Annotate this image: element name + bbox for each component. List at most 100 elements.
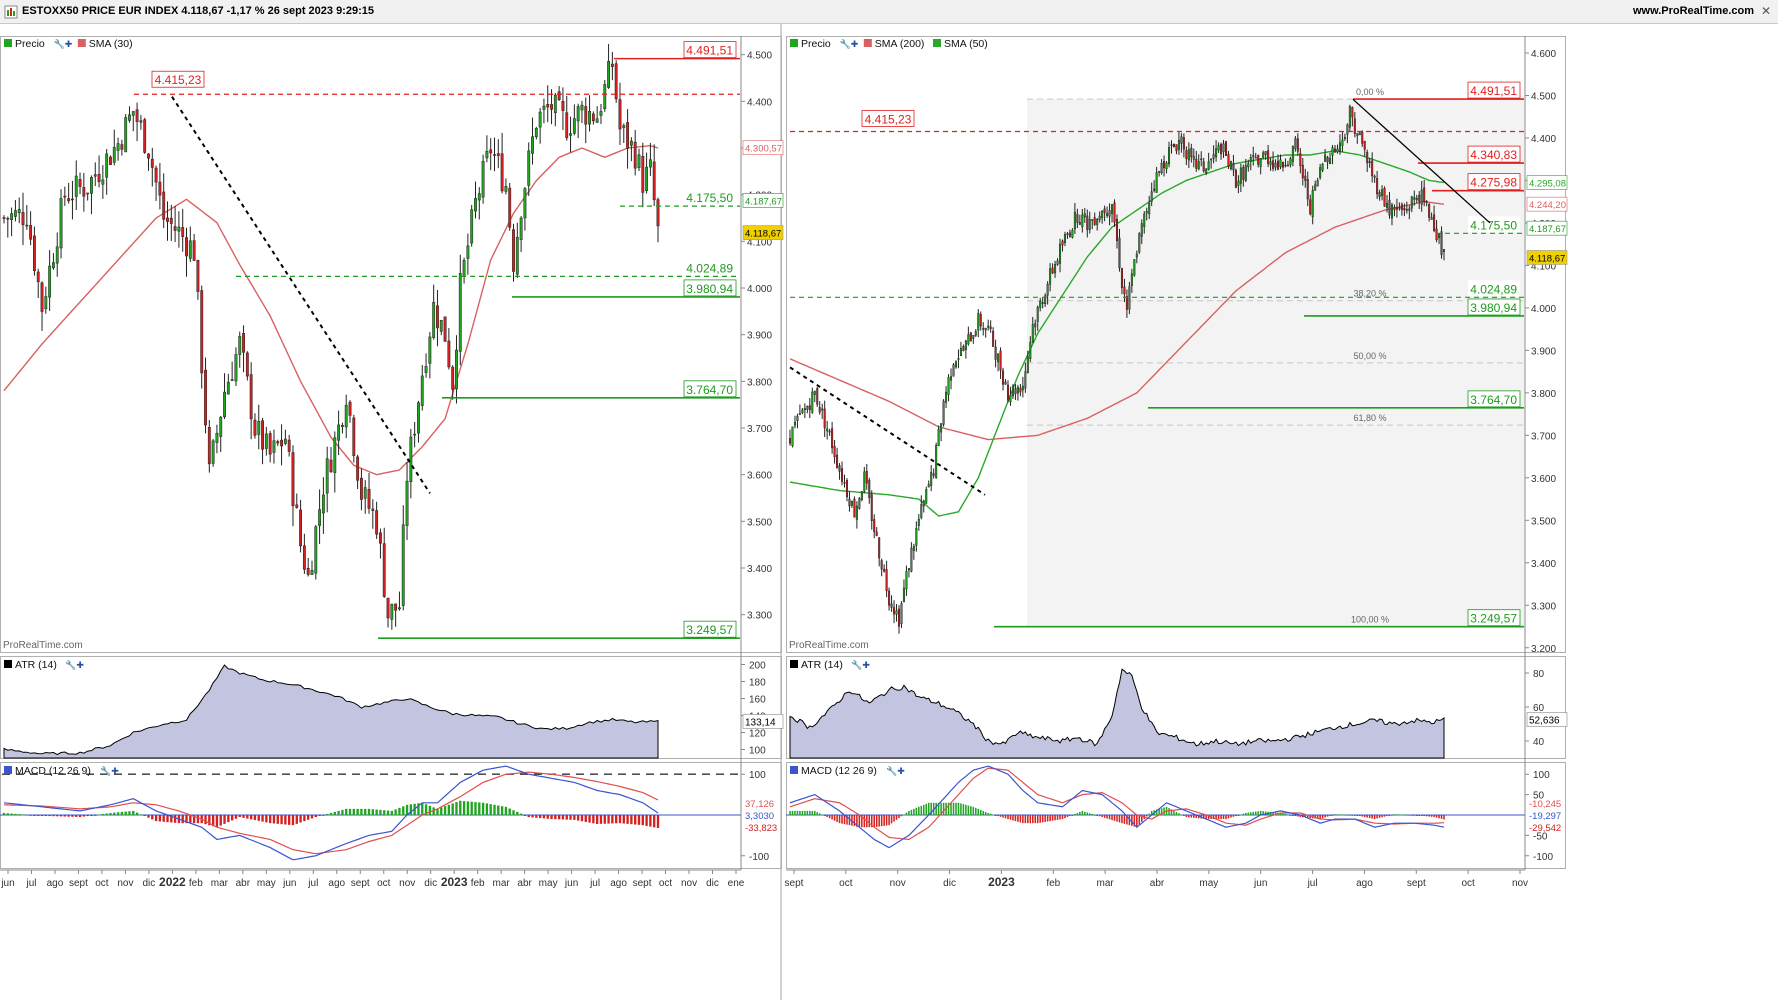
macd-histogram-bar (436, 808, 439, 815)
close-icon[interactable]: ✕ (1760, 4, 1772, 18)
candle (950, 376, 953, 381)
candle (1299, 153, 1302, 166)
candle (204, 369, 207, 426)
candle (1002, 370, 1005, 385)
sma200-line (789, 200, 1445, 441)
candle (375, 510, 379, 535)
candle (1160, 163, 1163, 174)
candle (1143, 213, 1146, 227)
macd-histogram-bar (276, 815, 279, 824)
candle (1217, 145, 1220, 151)
candle (1267, 150, 1270, 164)
macd-histogram-bar (888, 815, 890, 826)
macd-histogram-bar (1299, 815, 1302, 818)
candle (352, 417, 356, 456)
candle (131, 111, 135, 116)
time-tick-label: ago (328, 878, 345, 889)
macd-histogram-bar (1039, 815, 1041, 823)
candle (603, 84, 607, 110)
macd-histogram-bar (1232, 815, 1235, 817)
macd-histogram-bar (462, 801, 466, 815)
candle (1408, 208, 1411, 211)
candle (1083, 213, 1086, 218)
macd-histogram-bar (880, 815, 883, 827)
downtrend-line (1352, 98, 1491, 224)
candle (428, 336, 432, 364)
macd-histogram-bar (811, 810, 814, 815)
candle (17, 209, 21, 214)
watermark: ProRealTime.com (789, 640, 869, 651)
macd-histogram-bar (1425, 815, 1428, 817)
candle (843, 482, 846, 484)
macd-histogram-bar (826, 815, 828, 818)
candle (1135, 253, 1138, 258)
candle (1098, 215, 1101, 220)
candle (1222, 143, 1225, 153)
macd-histogram-bar (1359, 815, 1361, 817)
macd-histogram-bar (474, 802, 477, 815)
candle (238, 336, 242, 355)
candle (1133, 259, 1136, 276)
candle (855, 505, 858, 520)
candle (1430, 217, 1433, 220)
legend-sma200-swatch (863, 39, 872, 47)
macd-histogram-bar (1326, 815, 1329, 817)
candle (188, 240, 192, 259)
candle (801, 409, 804, 413)
candle (610, 63, 614, 67)
price-tick-label: 4.000 (1531, 304, 1556, 315)
macd-histogram-bar (584, 815, 587, 822)
level-label-box (861, 110, 915, 127)
macd-histogram-bar (405, 804, 409, 815)
candle (1187, 149, 1190, 161)
level-label: 4.415,23 (865, 112, 912, 126)
macd-histogram-bar (280, 815, 283, 825)
candle (912, 546, 915, 551)
candle (816, 388, 819, 405)
macd-histogram-bar (1071, 815, 1074, 816)
macd-histogram-bar (94, 815, 97, 816)
macd-histogram-bar (1121, 815, 1123, 824)
candle (10, 213, 14, 220)
macd-histogram-bar (1428, 815, 1430, 817)
candle (1207, 161, 1210, 170)
macd-histogram-bar (398, 807, 401, 815)
candle (1182, 137, 1185, 150)
candle (1130, 273, 1133, 287)
sma200-readout-box (1526, 196, 1568, 212)
macd-histogram-bar (101, 813, 105, 815)
chart-area[interactable]: 4.5004.4004.3004.2004.1004.0003.9003.800… (0, 24, 1778, 1000)
candle (1061, 240, 1064, 246)
macd-histogram-bar (242, 815, 245, 818)
brand-link[interactable]: www.ProRealTime.com (1632, 5, 1754, 17)
add-icon: ✚ (862, 660, 870, 670)
macd-histogram-bar (1116, 815, 1118, 822)
candle (344, 404, 348, 428)
candle (1078, 222, 1081, 225)
atr-readout: 52,636 (1529, 716, 1560, 727)
macd-histogram-bar (1319, 815, 1321, 820)
macd-histogram-bar (861, 815, 863, 828)
candle (268, 433, 272, 455)
candle (1059, 243, 1062, 264)
macd-histogram-bar (611, 815, 614, 824)
macd-histogram-bar (1205, 815, 1207, 820)
candle (828, 430, 831, 433)
candle (470, 209, 474, 244)
macd-histogram-bar (2, 812, 6, 815)
macd-histogram-bar (116, 812, 120, 815)
chart-app-icon (4, 5, 18, 19)
macd-histogram-bar (185, 815, 188, 824)
candle (1264, 151, 1267, 155)
macd-histogram-bar (1066, 815, 1069, 818)
candle (1234, 169, 1237, 188)
candle (398, 607, 401, 610)
macd-histogram-bar (113, 812, 116, 815)
candle (337, 424, 341, 441)
price-tick-label: 4.600 (1531, 49, 1556, 60)
candle (1336, 148, 1339, 153)
macd-histogram-bar (1197, 815, 1200, 819)
time-tick-label: ene (728, 878, 745, 889)
macd-histogram-bar (459, 800, 462, 815)
macd-histogram-bar (595, 815, 599, 824)
